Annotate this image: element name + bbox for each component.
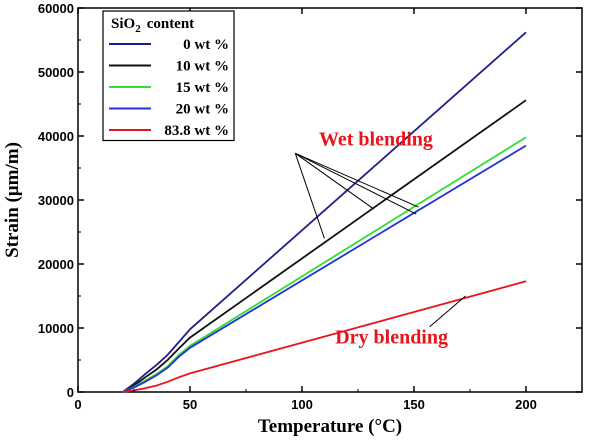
y-tick-label: 40000: [38, 129, 74, 144]
annotation-pointer: [429, 295, 466, 328]
axes-layer: 0 50 100 150 200 0 10000 20000 30000 40000 50000 60…: [38, 1, 582, 412]
x-axis-label: Temperature (°C): [258, 416, 402, 437]
series-line-4: [122, 144, 527, 393]
x-tick-label: 150: [403, 397, 425, 412]
y-tick-label: 0: [67, 385, 74, 400]
legend-entry-4: 20 wt %: [176, 102, 229, 118]
series-line-5: [122, 280, 527, 393]
legend-entry-1: 0 wt %: [183, 37, 229, 53]
y-tick-label: 10000: [38, 321, 74, 336]
y-tick-label: 20000: [38, 257, 74, 272]
annotation-pointer: [294, 153, 325, 239]
x-tick-label: 0: [74, 397, 81, 412]
y-tick-label: 50000: [38, 65, 74, 80]
series-line-1: [122, 31, 527, 393]
x-tick-label: 100: [291, 397, 313, 412]
annotation-pointer: [295, 152, 417, 215]
legend-entry-5: 83.8 wt %: [164, 123, 229, 139]
series-layer: [122, 31, 527, 393]
y-tick-label: 60000: [38, 1, 74, 16]
legend-title: SiO2 content: [111, 16, 194, 35]
legend-entry-3: 15 wt %: [176, 80, 229, 96]
annotation-label-2: Dry blending: [335, 326, 448, 348]
legend-entry-2: 10 wt %: [176, 59, 229, 75]
legend: SiO2 content 0 wt % 10 wt % 15 wt % 20 wt % 83…: [102, 10, 235, 142]
x-tick-label: 50: [183, 397, 197, 412]
annotation-pointer: [295, 152, 419, 208]
legend-box: [102, 10, 235, 142]
series-line-2: [122, 99, 527, 393]
y-tick-label: 30000: [38, 193, 74, 208]
x-tick-label: 200: [515, 397, 537, 412]
annotation-pointer: [294, 152, 374, 210]
y-axis-label: Strain (μm/m): [2, 142, 23, 258]
annotation-layer: Wet blending Dry blending: [294, 129, 466, 348]
annotation-label-1: Wet blending: [319, 129, 433, 151]
